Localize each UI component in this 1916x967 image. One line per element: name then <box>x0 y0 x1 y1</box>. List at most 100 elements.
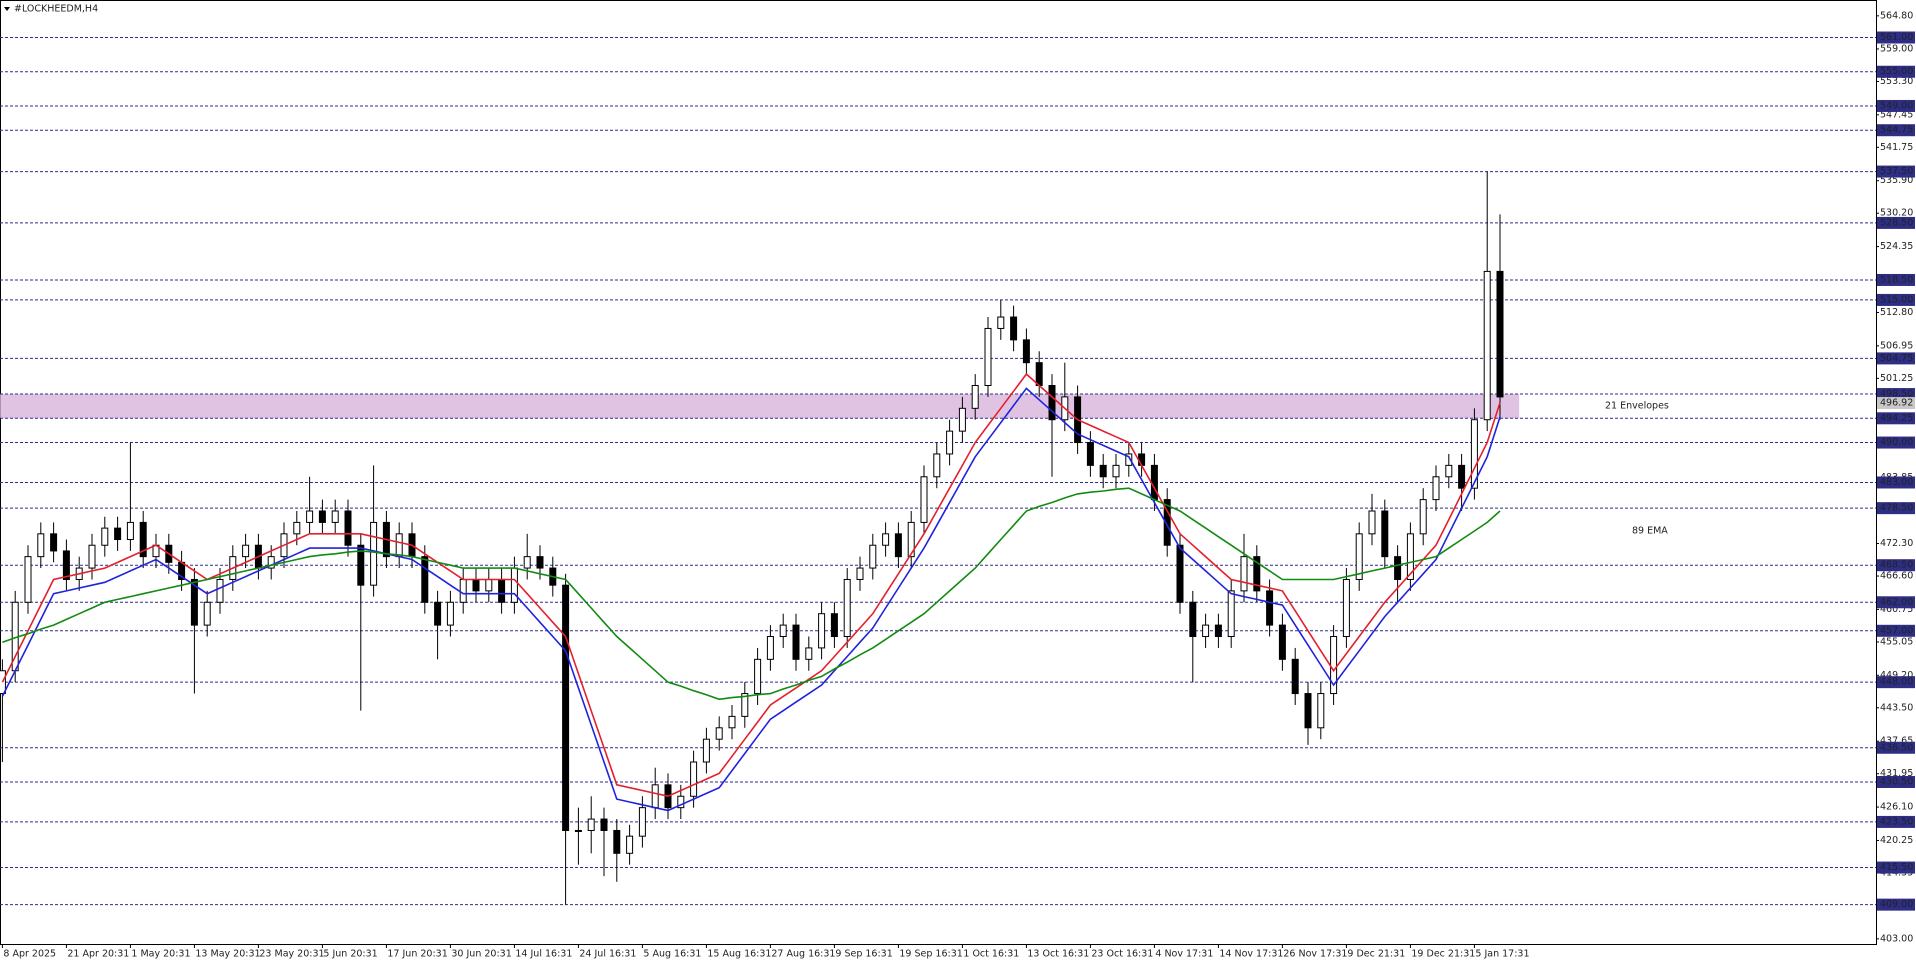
level-label: 555.00 <box>1880 66 1913 77</box>
x-tick-label: 9 Dec 21:31 <box>1347 949 1405 960</box>
y-tick-label: 553.30 <box>1880 76 1913 87</box>
candle-body <box>485 578 493 592</box>
candle-body <box>894 533 902 558</box>
level-label-box <box>1877 99 1915 112</box>
candle-body <box>830 613 838 638</box>
candle-body <box>88 544 96 569</box>
candle-body <box>792 624 800 660</box>
level-label-box <box>1877 65 1915 78</box>
candle-body <box>1291 658 1299 695</box>
level-label: 457.00 <box>1880 625 1913 636</box>
x-tick-label: 8 Apr 2025 <box>3 949 56 960</box>
level-label: 448.00 <box>1880 677 1913 688</box>
level-label: 537.50 <box>1880 166 1913 177</box>
level-label-box <box>1877 624 1915 637</box>
candle-body <box>395 533 403 558</box>
level-label: 483.00 <box>1880 477 1913 488</box>
candle-body <box>984 327 992 387</box>
indicator-line <box>1 372 1501 798</box>
y-tick-label: 420.25 <box>1880 835 1913 846</box>
candle-body <box>651 784 659 809</box>
candle-body <box>536 556 544 569</box>
y-tick-label: 512.80 <box>1880 307 1913 318</box>
level-label: 468.50 <box>1880 560 1913 571</box>
candle-body <box>1189 601 1197 638</box>
level-label-box <box>1877 476 1915 489</box>
candle-body <box>843 578 851 638</box>
level-label: 415.50 <box>1880 862 1913 873</box>
candle-body <box>50 533 58 552</box>
y-tick-label: 403.00 <box>1880 933 1913 944</box>
candle-body <box>690 761 698 797</box>
candle-body <box>1035 362 1043 387</box>
y-tick-label: 564.80 <box>1880 10 1913 21</box>
candle-body <box>958 407 966 432</box>
candle-body <box>1304 693 1312 729</box>
candle-body <box>1368 510 1376 535</box>
x-tick-label: 1 Oct 16:31 <box>963 949 1019 960</box>
candle-body <box>1240 556 1248 592</box>
candle-body <box>779 624 787 638</box>
y-tick-label: 437.65 <box>1880 736 1913 747</box>
last-price-label: 496.92 <box>1880 398 1913 409</box>
candle-body <box>562 584 570 831</box>
level-label-box <box>1877 388 1915 401</box>
candle-body <box>1496 270 1504 398</box>
level-label: 561.00 <box>1880 32 1913 43</box>
level-label-box <box>1877 502 1915 515</box>
candle-body <box>933 453 941 478</box>
y-tick-label: 426.10 <box>1880 802 1913 813</box>
candle-body <box>216 578 224 603</box>
y-tick-label: 455.05 <box>1880 636 1913 647</box>
candle-body <box>114 527 122 541</box>
level-label-box <box>1877 352 1915 365</box>
candle-body <box>1214 624 1222 638</box>
candle-body <box>190 578 198 626</box>
candle-body <box>728 715 736 729</box>
x-tick-label: 15 Aug 16:31 <box>707 949 771 960</box>
x-tick-label: 14 Nov 17:31 <box>1219 949 1283 960</box>
candle-body <box>997 316 1005 329</box>
y-tick-label: 547.45 <box>1880 109 1913 120</box>
candle-body <box>1419 499 1427 535</box>
candle-body <box>267 556 275 569</box>
x-tick-label: 5 Aug 16:31 <box>643 949 701 960</box>
x-tick-label: 30 Jun 20:31 <box>451 949 511 960</box>
level-label-box <box>1877 741 1915 754</box>
candle-body <box>1138 453 1146 466</box>
x-tick-label: 14 Jul 16:31 <box>515 949 572 960</box>
candle-body <box>1150 464 1158 501</box>
candle-body <box>293 521 301 535</box>
x-tick-label: 5 Jan 17:31 <box>1475 949 1529 960</box>
menu-arrow[interactable] <box>4 7 10 11</box>
level-label: 462.00 <box>1880 597 1913 608</box>
y-tick-label: 443.50 <box>1880 702 1913 713</box>
candle-body <box>306 510 314 523</box>
level-label-box <box>1877 559 1915 572</box>
candle-body <box>971 385 979 409</box>
candle-body <box>1266 590 1274 626</box>
candle-body <box>638 807 646 837</box>
candle-body <box>1483 270 1491 421</box>
candle-body <box>126 521 134 541</box>
level-label-box <box>1877 815 1915 828</box>
candle-body <box>1317 693 1325 729</box>
level-label-box <box>1877 596 1915 609</box>
candle-body <box>805 647 813 660</box>
candle-body <box>1125 453 1133 466</box>
level-label: 549.00 <box>1880 100 1913 111</box>
level-label-box <box>1877 898 1915 911</box>
candle-body <box>523 556 531 569</box>
candle-body <box>1278 624 1286 660</box>
indicator-line <box>1 387 1501 812</box>
candle-body <box>882 533 890 546</box>
y-tick-label: 449.20 <box>1880 670 1913 681</box>
candle-body <box>318 510 326 523</box>
candle-body <box>242 544 250 558</box>
chart-title: #LOCKHEEDM,H4 <box>14 4 98 15</box>
candle-body <box>1048 385 1056 421</box>
y-tick-label: 524.35 <box>1880 241 1913 252</box>
candle-body <box>1355 533 1363 580</box>
candle-body <box>344 510 352 546</box>
x-tick-label: 9 Sep 16:31 <box>835 949 892 960</box>
